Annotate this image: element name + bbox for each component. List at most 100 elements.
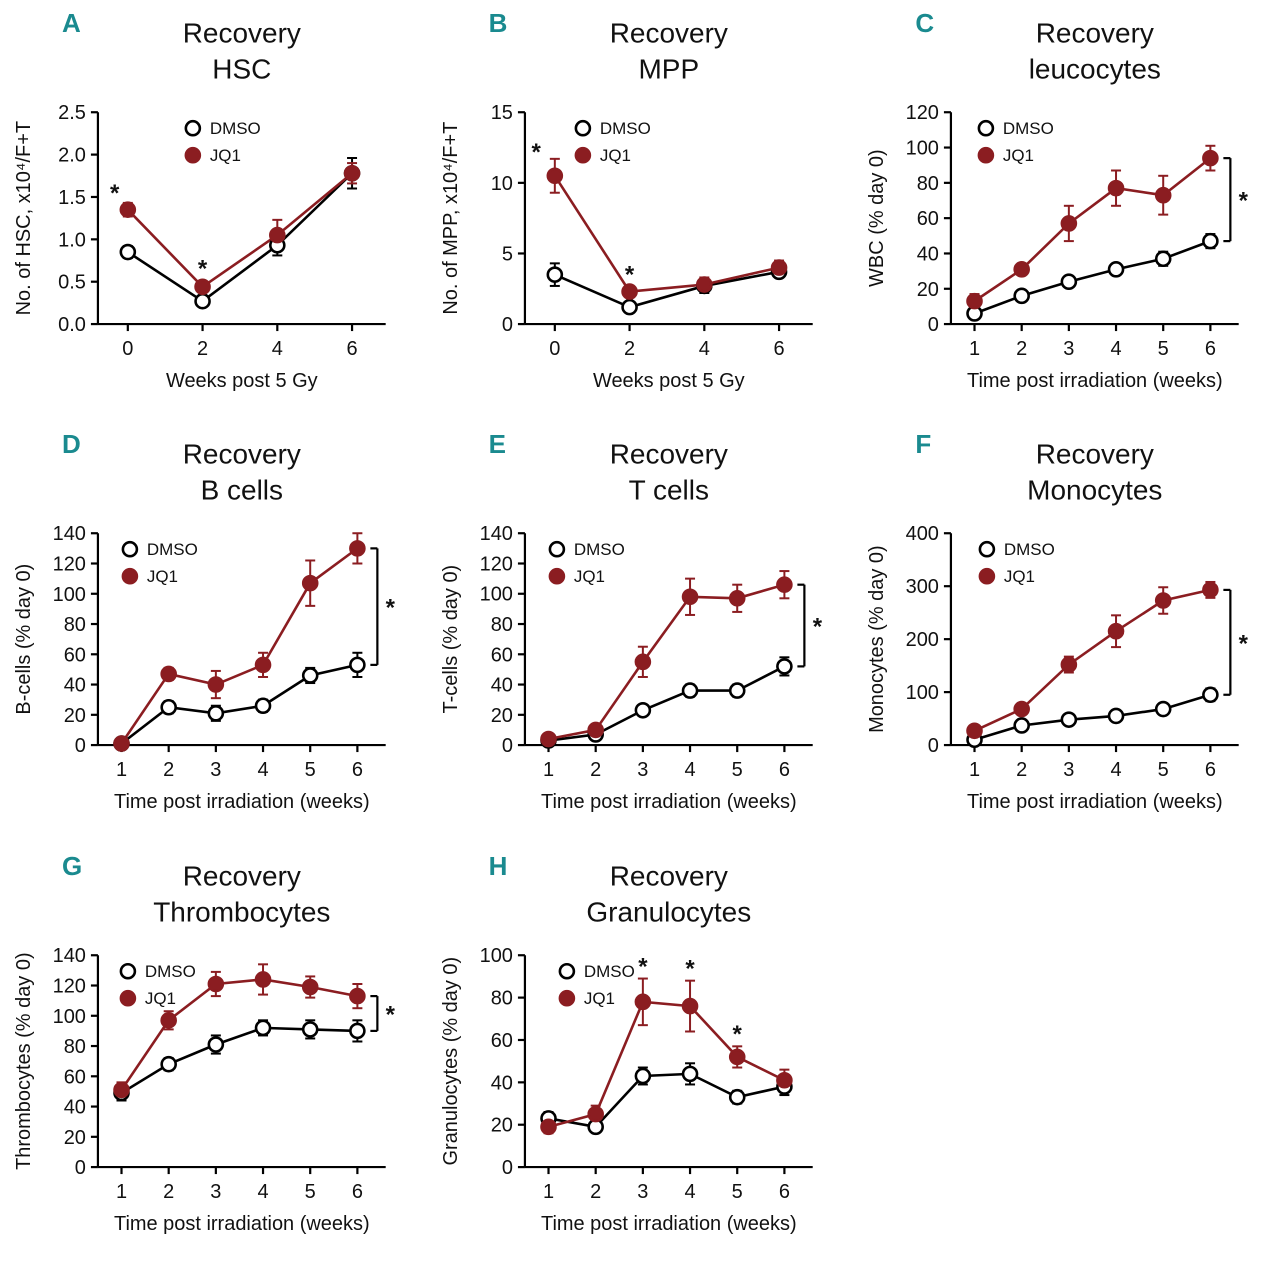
y-tick-label: 60: [64, 1066, 86, 1088]
significance-star: *: [531, 139, 541, 166]
data-point-jq1: [254, 970, 272, 988]
x-axis-label: Time post irradiation (weeks): [114, 791, 370, 813]
panel-letter: B: [488, 8, 508, 38]
panel-letter: G: [62, 850, 83, 881]
legend-marker-jq1: [978, 568, 996, 585]
y-tick-label: 0: [928, 735, 939, 757]
x-tick-label: 0: [122, 338, 133, 360]
y-tick-label: 120: [53, 554, 86, 576]
x-axis-label: Time post irradiation (weeks): [541, 791, 797, 813]
y-tick-label: 100: [479, 584, 512, 606]
x-tick-label: 1: [543, 1181, 554, 1203]
y-tick-label: 20: [64, 705, 86, 727]
x-tick-label: 4: [272, 338, 283, 360]
x-tick-label: 6: [346, 338, 357, 360]
y-tick-label: 80: [64, 614, 86, 636]
significance-star: *: [812, 614, 822, 641]
legend-label: DMSO: [584, 962, 635, 981]
panel-D: D Recovery B cells 0 20 40 60 80 100 120 140 1 2 3 4 5…: [0, 421, 427, 842]
x-tick-label: 1: [969, 338, 980, 360]
y-tick-label: 0: [75, 735, 86, 757]
legend-label: DMSO: [210, 119, 261, 138]
series-line-dmso: [548, 665, 785, 743]
x-tick-label: 3: [637, 1181, 648, 1203]
panel-E: E Recovery T cells 0 20 40 60 80 100 120 140 1 2 3 4 5…: [427, 421, 854, 842]
x-tick-label: 2: [163, 1181, 174, 1203]
series-line-dmso: [547, 1072, 785, 1128]
legend-label: JQ1: [574, 568, 605, 587]
x-tick-label: 6: [773, 338, 784, 360]
data-point-dmso: [728, 682, 746, 700]
series-line-jq1: [553, 175, 780, 293]
x-tick-label: 6: [352, 1181, 363, 1203]
legend-label: DMSO: [574, 541, 625, 560]
data-point-jq1: [770, 259, 788, 276]
y-tick-label: 40: [490, 675, 512, 697]
data-point-dmso: [349, 656, 366, 674]
y-tick-label: 300: [906, 577, 939, 599]
data-point-jq1: [113, 1081, 130, 1098]
legend-marker-jq1: [977, 146, 995, 164]
data-point-jq1: [546, 167, 563, 185]
y-tick-label: 5: [501, 243, 512, 265]
chart-G: Recovery Thrombocytes 0 20 40 60 80 100 120 140 1 2…: [13, 860, 396, 1235]
legend-marker-dmso: [574, 119, 591, 137]
data-point-dmso: [634, 702, 651, 719]
x-axis-label: Time post irradiation (weeks): [967, 370, 1223, 392]
y-axis-label: No. of HSC, x10⁴/F+T: [13, 121, 35, 315]
significance-star: *: [386, 1001, 396, 1028]
data-point-jq1: [728, 1048, 746, 1065]
series-line-jq1: [974, 157, 1212, 303]
data-point-dmso: [254, 1019, 272, 1036]
y-tick-label: 0: [928, 314, 939, 336]
chart-title: Recovery: [183, 17, 301, 48]
y-tick-label: 100: [479, 945, 512, 967]
x-tick-label: 1: [543, 759, 554, 781]
data-point-dmso: [1155, 250, 1172, 268]
data-point-jq1: [728, 590, 746, 607]
data-point-dmso: [1060, 273, 1078, 291]
y-tick-label: 80: [490, 987, 512, 1009]
y-tick-label: 120: [53, 975, 86, 997]
legend-label: DMSO: [600, 119, 651, 138]
x-tick-label: 4: [698, 338, 709, 360]
y-tick-label: 100: [906, 138, 939, 160]
y-tick-label: 2.5: [58, 102, 86, 124]
legend-marker-jq1: [558, 989, 575, 1007]
data-point-dmso: [681, 682, 698, 700]
data-point-jq1: [119, 201, 137, 218]
chart-B: Recovery MPP 0 5 10 15 0 2 4 6 Weeks post 5 Gy No. …: [440, 17, 813, 392]
y-tick-label: 20: [490, 705, 512, 727]
x-axis-label: Time post irradiation (weeks): [967, 791, 1223, 813]
x-tick-label: 4: [257, 1181, 268, 1203]
chart-H: Recovery Granulocytes 0 20 40 60 80 100 1 2 3 4 5 6 Ti…: [440, 860, 813, 1235]
x-tick-label: 3: [210, 759, 221, 781]
y-tick-label: 40: [917, 243, 939, 265]
x-tick-label: 4: [257, 759, 268, 781]
legend-marker-dmso: [978, 541, 996, 558]
legend-marker-dmso: [548, 541, 565, 558]
data-point-dmso: [681, 1065, 698, 1082]
x-tick-label: 4: [1111, 338, 1122, 360]
data-point-dmso: [1155, 701, 1172, 718]
y-tick-label: 20: [917, 279, 939, 301]
data-point-jq1: [343, 164, 361, 182]
data-point-dmso: [1202, 232, 1220, 250]
x-tick-label: 2: [590, 759, 601, 781]
legend-marker-jq1: [184, 146, 202, 164]
data-point-dmso: [620, 298, 638, 316]
series-line-jq1: [120, 547, 359, 745]
y-tick-label: 0: [501, 314, 512, 336]
y-axis-label: B-cells (% day 0): [13, 564, 35, 715]
data-point-jq1: [966, 292, 984, 310]
y-tick-label: 400: [906, 524, 939, 546]
legend-label: DMSO: [147, 541, 198, 560]
chart-title: Recovery: [609, 860, 727, 891]
y-tick-label: 40: [490, 1072, 512, 1094]
data-point-dmso: [1108, 261, 1125, 278]
data-point-dmso: [207, 1035, 225, 1053]
panel-H: H Recovery Granulocytes 0 20 40 60 80 100 1 2 3 4 5 6…: [427, 843, 854, 1264]
data-point-jq1: [681, 997, 698, 1015]
data-point-jq1: [1155, 592, 1172, 610]
